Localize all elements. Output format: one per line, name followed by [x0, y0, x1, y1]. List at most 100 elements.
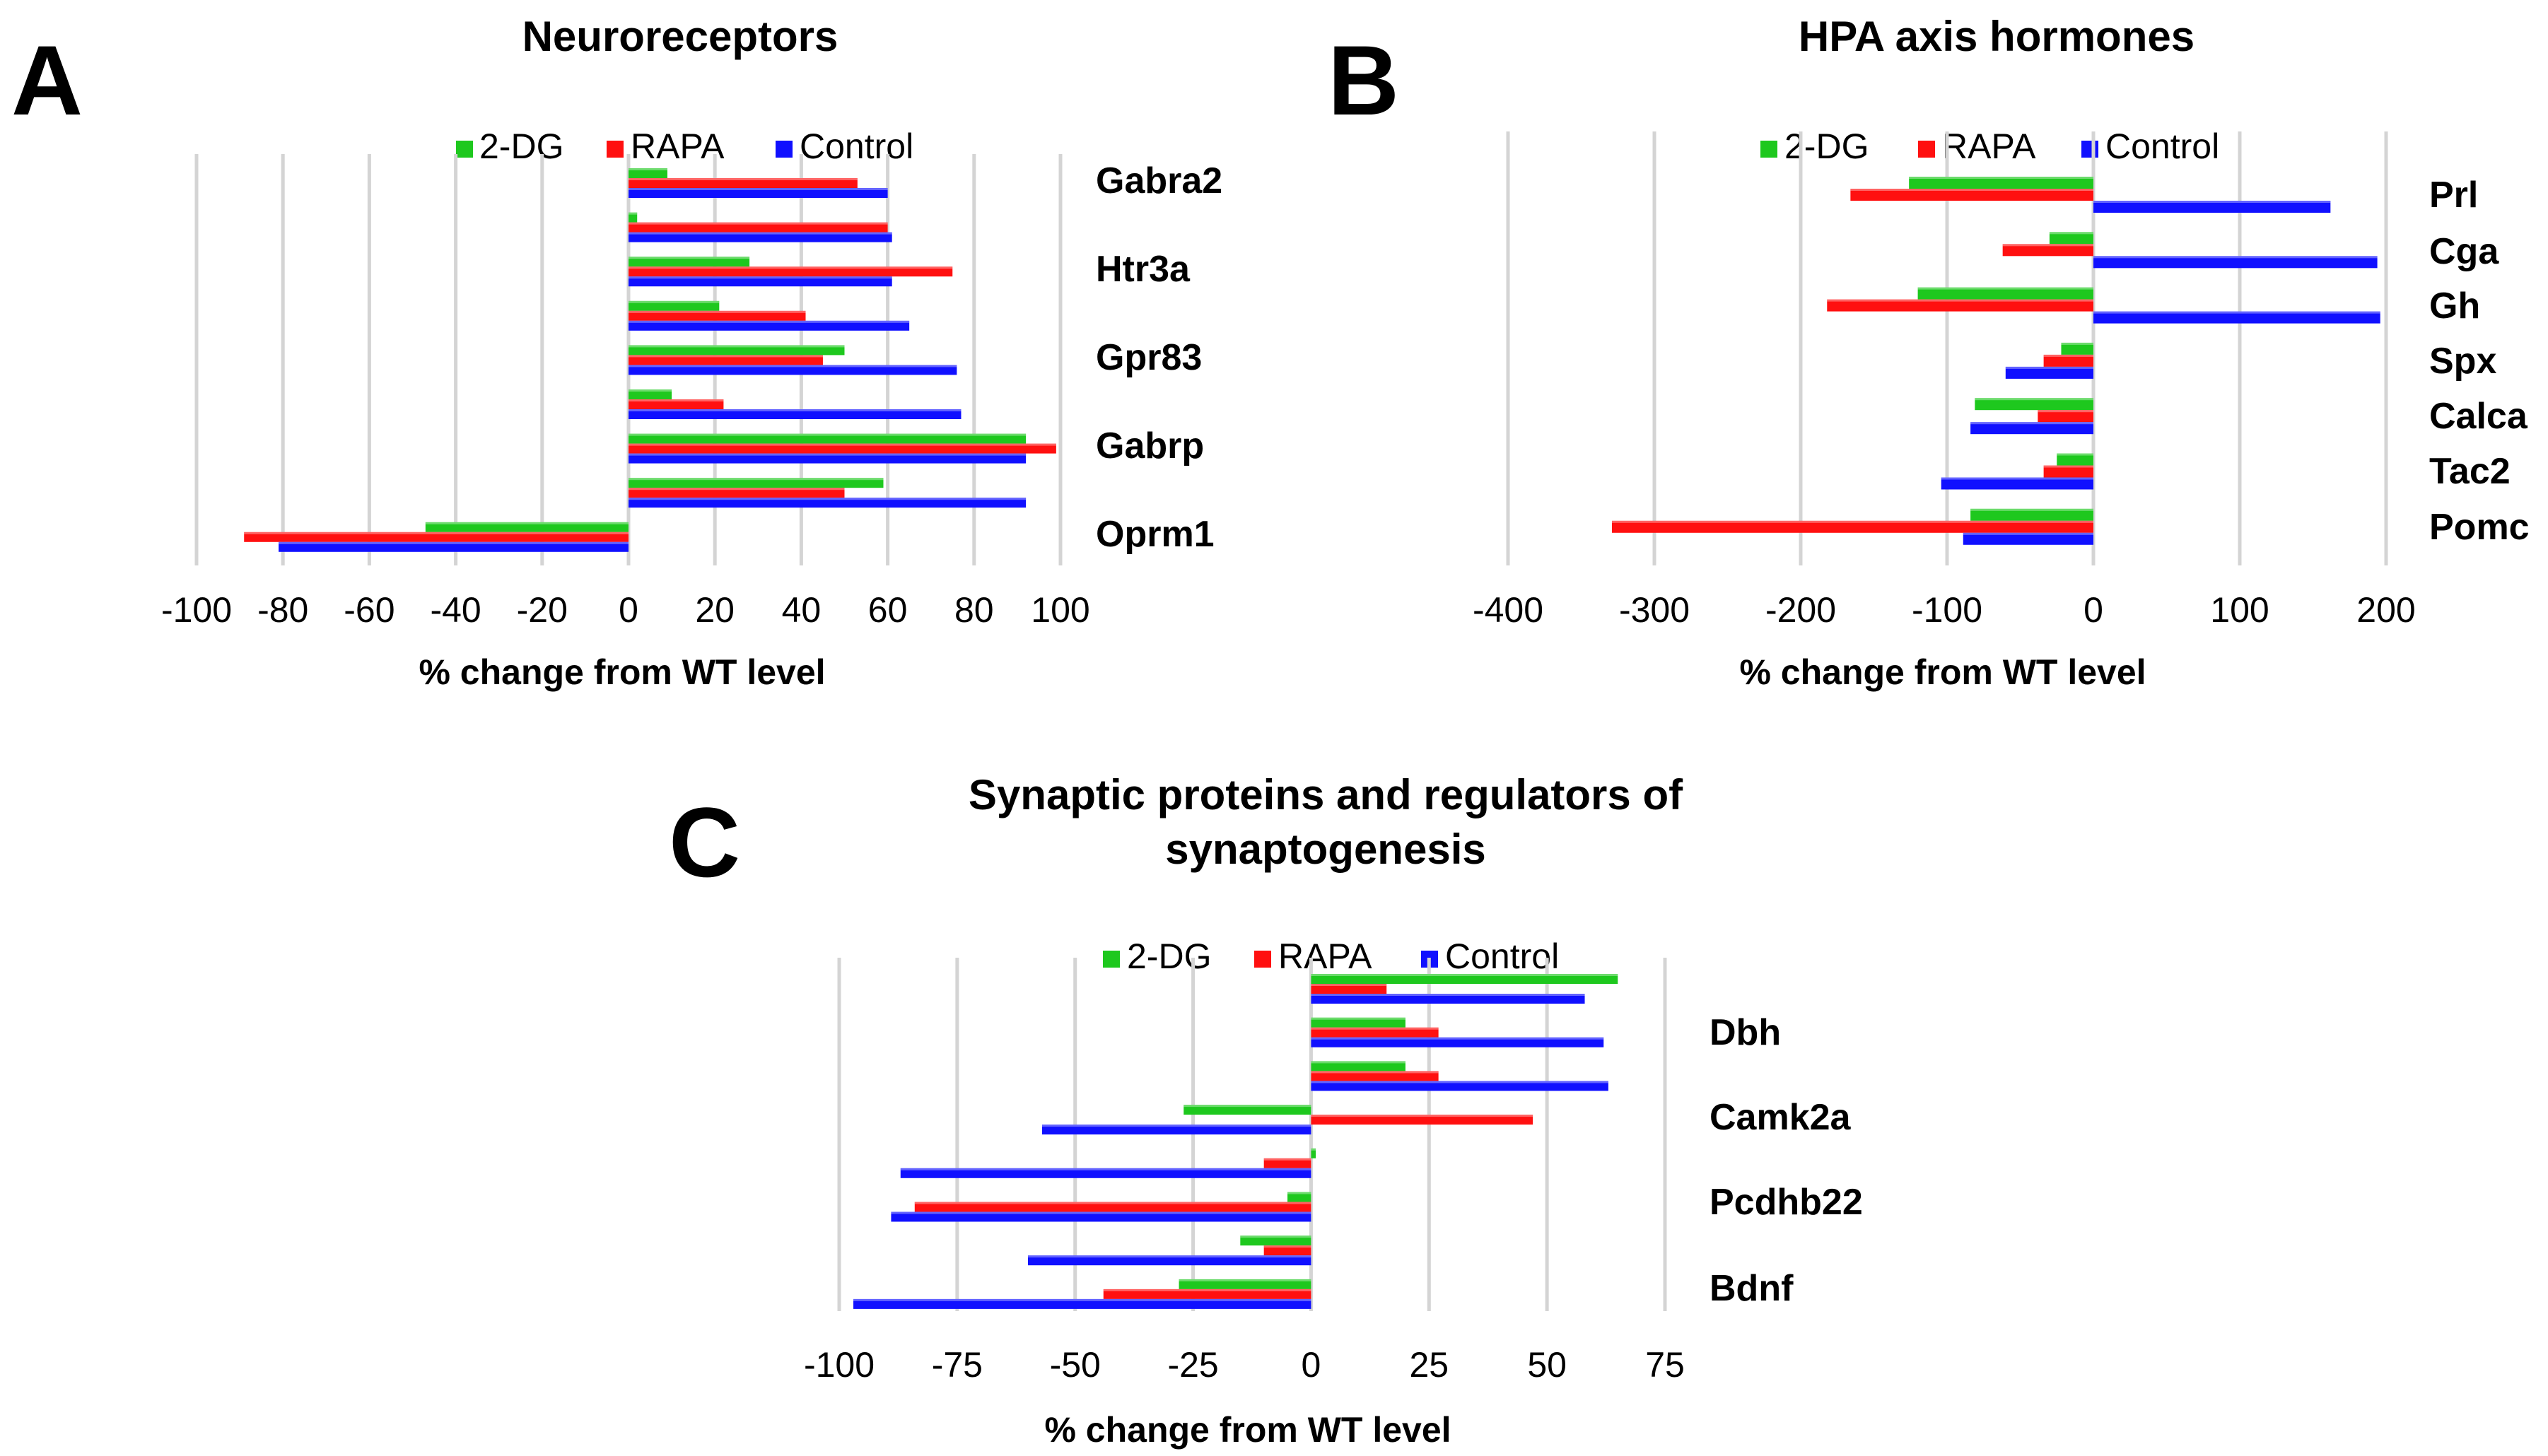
panel-a-bar-control — [629, 409, 962, 419]
legend-a-label-control: Control — [800, 127, 913, 166]
panel-b-xtick-label: -300 — [1619, 590, 1690, 630]
panel-c-bar-highlight — [853, 1298, 1311, 1301]
panel-c-bar-highlight — [1311, 1071, 1439, 1074]
panel-b-gene-labels: Prl Cga Gh Spx Calca Tac2 Pomc — [2429, 175, 2530, 548]
panel-c-xtick-label: 75 — [1645, 1345, 1685, 1385]
panel-a-bar-2dg — [629, 212, 638, 223]
panel-a-bar-rapa — [629, 443, 1056, 454]
panel-a-bar-2dg — [629, 433, 1027, 444]
panel-c-bar-highlight — [1240, 1235, 1311, 1238]
panel-a-gene-label: Oprm1 — [1096, 514, 1215, 555]
panel-c-bar-2dg — [1311, 1148, 1316, 1158]
panel-c-gene-labels: Dbh Camk2a Pcdhb22 Bdnf — [1710, 1012, 1863, 1309]
panel-c-gene-label: Bdnf — [1710, 1268, 1794, 1309]
panel-c-bar-2dg — [1184, 1105, 1311, 1115]
panel-a-bar-highlight — [629, 266, 953, 269]
legend-a-swatch-control — [776, 141, 793, 158]
panel-c-xtick-label: -100 — [804, 1345, 875, 1385]
panel-c-bar-highlight — [914, 1202, 1311, 1204]
panel-b-gene-label: Cga — [2429, 231, 2499, 272]
panel-c-bar-highlight — [1311, 1017, 1406, 1020]
panel-a-gene-label: Gabra2 — [1096, 160, 1222, 201]
panel-b-bar-highlight — [2005, 366, 2093, 369]
panel-c-bar-highlight — [1311, 974, 1618, 976]
panel-a-bars — [244, 168, 1056, 552]
panel-a-bar-control — [629, 453, 1027, 464]
panel-a-bar-highlight — [279, 541, 629, 544]
legend-a-label-2dg: 2-DG — [479, 127, 563, 166]
panel-b-bar-highlight — [2038, 410, 2093, 413]
panel-a-xtick-label: -80 — [257, 590, 308, 630]
legend-b-label-2dg: 2-DG — [1784, 127, 1869, 166]
panel-a-xtick-label: -20 — [517, 590, 568, 630]
panel-c-bar-highlight — [1311, 1061, 1406, 1064]
panel-c-bar-highlight — [1027, 1255, 1311, 1258]
panel-b-gene-label: Gh — [2429, 286, 2480, 327]
legend-b-label-control: Control — [2105, 127, 2219, 166]
panel-c-xticks: -100 -75 -50 -25 0 25 50 75 — [804, 1345, 1685, 1385]
panel-b-bar-rapa — [1611, 520, 2093, 533]
legend-c-label-rapa: RAPA — [1278, 937, 1372, 976]
panel-b-gene-label: Calca — [2429, 396, 2528, 437]
panel-c-bar-highlight — [1184, 1105, 1311, 1108]
panel-b-bar-highlight — [1970, 508, 2093, 511]
panel-a-bar-highlight — [629, 257, 750, 259]
panel-b-bar-control — [2093, 256, 2378, 269]
panel-c-bar-highlight — [1311, 994, 1585, 996]
panel-c-xtick-label: 25 — [1409, 1345, 1449, 1385]
panel-a-xtick-label: -60 — [344, 590, 395, 630]
panel-b-bar-rapa — [2038, 410, 2093, 423]
panel-b-bars — [1611, 177, 2380, 545]
panel-c-bar-control — [1041, 1125, 1311, 1135]
panel-a-bar-highlight — [629, 212, 638, 215]
panel-c-bar-2dg — [1311, 1061, 1406, 1072]
panel-a-xtick-label: 40 — [782, 590, 822, 630]
panel-a-bar-highlight — [629, 310, 806, 313]
panel-a-bar-highlight — [244, 532, 629, 534]
panel-c-bar-rapa — [1103, 1288, 1311, 1299]
panel-b-bar-highlight — [1827, 299, 2093, 302]
panel-c-bar-control — [1027, 1255, 1311, 1266]
panel-a-bar-rapa — [244, 532, 629, 542]
panel-c-bar-highlight — [1041, 1125, 1311, 1127]
panel-c-bar-highlight — [1287, 1192, 1311, 1194]
panel-a-xticks: -100 -80 -60 -40 -20 0 20 40 60 80 100 — [161, 590, 1090, 630]
legend-b-swatch-rapa — [1918, 141, 1935, 158]
panel-a-bar-highlight — [629, 276, 892, 279]
panel-c-bar-highlight — [900, 1168, 1311, 1170]
panel-a-bar-rapa — [629, 222, 888, 233]
panel-b-bar-control — [1963, 532, 2093, 545]
panel-b-bar-2dg — [1970, 508, 2093, 521]
panel-a-bar-2dg — [629, 389, 672, 399]
panel-c-bar-highlight — [1311, 1115, 1533, 1117]
panel-c-bar-rapa — [1311, 1071, 1439, 1081]
panel-c-bar-highlight — [1263, 1245, 1311, 1248]
panel-a-bar-control — [629, 365, 957, 375]
panel-b-bar-control — [2093, 311, 2380, 324]
panel-a-bar-2dg — [629, 345, 845, 356]
panel-b-bar-highlight — [2093, 201, 2331, 203]
panel-a-bar-control — [629, 276, 892, 287]
panel-b-bar-highlight — [2043, 354, 2093, 357]
panel-c-bar-rapa — [1311, 1027, 1439, 1038]
panel-a-bar-highlight — [629, 409, 962, 411]
panel-a-bar-rapa — [629, 310, 806, 321]
panel-c-xtick-label: 50 — [1527, 1345, 1567, 1385]
panel-b-letter: B — [1328, 25, 1399, 136]
panel-b-xtick-label: 200 — [2356, 590, 2415, 630]
panel-a-xtick-label: 0 — [619, 590, 638, 630]
panel-a-legend: 2-DG RAPA Control — [456, 127, 913, 166]
panel-a-xtick-label: -100 — [161, 590, 232, 630]
panel-b-xticks: -400 -300 -200 -100 0 100 200 — [1473, 590, 2416, 630]
panel-a-bar-highlight — [629, 222, 888, 225]
panel-a-bar-highlight — [629, 443, 1056, 446]
legend-a-swatch-2dg — [456, 141, 473, 158]
panel-a-bar-highlight — [629, 453, 1027, 456]
panel-c-bar-2dg — [1311, 1017, 1406, 1028]
panel-c-xtick-label: -25 — [1167, 1345, 1218, 1385]
panel-c-xtick-label: -75 — [932, 1345, 983, 1385]
panel-a-xtick-label: 80 — [954, 590, 994, 630]
panel-a-xtick-label: 60 — [868, 590, 908, 630]
panel-a-bar-control — [629, 320, 910, 331]
panel-b-bar-highlight — [2002, 244, 2093, 247]
